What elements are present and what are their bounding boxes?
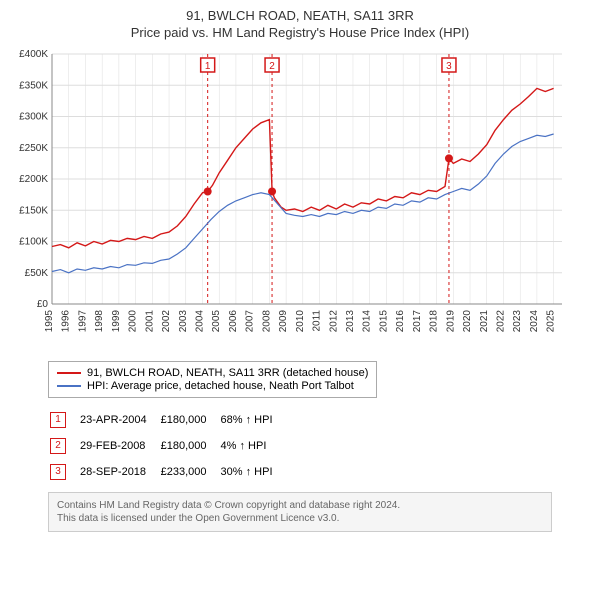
x-tick-label: 2017 bbox=[412, 310, 423, 333]
x-tick-label: 2008 bbox=[261, 310, 272, 333]
y-tick-label: £250K bbox=[19, 143, 48, 154]
y-tick-label: £200K bbox=[19, 174, 48, 185]
event-marker-number: 3 bbox=[446, 61, 452, 72]
x-tick-label: 2023 bbox=[512, 310, 523, 333]
chart-svg: £0 £50K £100K £150K £200K £250K £300K £350K £400… bbox=[8, 48, 568, 348]
x-tick-label: 1995 bbox=[44, 310, 55, 333]
event-price: £233,000 bbox=[161, 460, 219, 484]
y-tick-label: £100K bbox=[19, 237, 48, 248]
event-marker-number: 1 bbox=[205, 61, 211, 72]
x-tick-label: 2022 bbox=[495, 310, 506, 333]
x-tick-label: 1998 bbox=[94, 310, 105, 333]
x-tick-label: 1997 bbox=[77, 310, 88, 333]
x-tick-label: 2025 bbox=[546, 310, 557, 333]
legend-label: 91, BWLCH ROAD, NEATH, SA11 3RR (detache… bbox=[87, 367, 368, 379]
title-line2: Price paid vs. HM Land Registry's House … bbox=[8, 25, 592, 40]
x-tick-label: 2002 bbox=[161, 310, 172, 333]
x-tick-label: 2005 bbox=[211, 310, 222, 333]
x-tick-label: 2020 bbox=[462, 310, 473, 333]
table-row: 2 29-FEB-2008£180,0004% ↑ HPI bbox=[50, 434, 285, 458]
x-tick-label: 2010 bbox=[295, 310, 306, 333]
x-tick-label: 1996 bbox=[61, 310, 72, 333]
x-tick-label: 2003 bbox=[178, 310, 189, 333]
x-tick-label: 2021 bbox=[479, 310, 490, 333]
x-tick-label: 2018 bbox=[429, 310, 440, 333]
legend-row: 91, BWLCH ROAD, NEATH, SA11 3RR (detache… bbox=[57, 367, 368, 379]
y-tick-label: £150K bbox=[19, 205, 48, 216]
event-delta: 30% ↑ HPI bbox=[221, 460, 285, 484]
x-tick-label: 2009 bbox=[278, 310, 289, 333]
event-marker-icon: 2 bbox=[50, 438, 66, 454]
event-marker-number: 2 bbox=[269, 61, 275, 72]
event-marker-icon: 1 bbox=[50, 412, 66, 428]
events-table: 1 23-APR-2004£180,00068% ↑ HPI 2 29-FEB-200… bbox=[48, 406, 287, 486]
title-line1: 91, BWLCH ROAD, NEATH, SA11 3RR bbox=[8, 8, 592, 23]
x-tick-label: 2012 bbox=[328, 310, 339, 333]
event-date: 28-SEP-2018 bbox=[80, 460, 159, 484]
title-block: 91, BWLCH ROAD, NEATH, SA11 3RR Price pa… bbox=[8, 8, 592, 40]
y-tick-label: £400K bbox=[19, 49, 48, 60]
legend-label: HPI: Average price, detached house, Neat… bbox=[87, 380, 354, 392]
event-price: £180,000 bbox=[161, 408, 219, 432]
y-tick-label: £350K bbox=[19, 80, 48, 91]
event-delta: 68% ↑ HPI bbox=[221, 408, 285, 432]
event-date: 23-APR-2004 bbox=[80, 408, 159, 432]
event-date: 29-FEB-2008 bbox=[80, 434, 159, 458]
footer-line2: This data is licensed under the Open Gov… bbox=[57, 512, 543, 525]
x-tick-label: 2014 bbox=[362, 310, 373, 333]
legend-swatch bbox=[57, 372, 81, 374]
x-tick-label: 2019 bbox=[445, 310, 456, 333]
x-tick-label: 2013 bbox=[345, 310, 356, 333]
y-tick-label: £0 bbox=[37, 299, 49, 310]
legend-row: HPI: Average price, detached house, Neat… bbox=[57, 380, 368, 392]
footer-line1: Contains HM Land Registry data © Crown c… bbox=[57, 499, 543, 512]
event-marker-icon: 3 bbox=[50, 464, 66, 480]
y-tick-label: £300K bbox=[19, 112, 48, 123]
footer-box: Contains HM Land Registry data © Crown c… bbox=[48, 492, 552, 532]
x-tick-label: 2024 bbox=[529, 310, 540, 333]
x-tick-label: 2015 bbox=[378, 310, 389, 333]
x-tick-label: 2016 bbox=[395, 310, 406, 333]
x-tick-label: 1999 bbox=[111, 310, 122, 333]
x-tick-label: 2007 bbox=[245, 310, 256, 333]
legend-swatch bbox=[57, 385, 81, 387]
table-row: 1 23-APR-2004£180,00068% ↑ HPI bbox=[50, 408, 285, 432]
event-delta: 4% ↑ HPI bbox=[221, 434, 285, 458]
x-tick-label: 2001 bbox=[144, 310, 155, 333]
x-tick-label: 2004 bbox=[194, 310, 205, 333]
table-row: 3 28-SEP-2018£233,00030% ↑ HPI bbox=[50, 460, 285, 484]
x-tick-label: 2006 bbox=[228, 310, 239, 333]
x-tick-label: 2000 bbox=[128, 310, 139, 333]
y-tick-label: £50K bbox=[25, 268, 49, 279]
legend-box: 91, BWLCH ROAD, NEATH, SA11 3RR (detache… bbox=[48, 361, 377, 398]
chart-container: £0 £50K £100K £150K £200K £250K £300K £350K £400… bbox=[8, 48, 592, 353]
x-tick-label: 2011 bbox=[312, 310, 323, 332]
event-price: £180,000 bbox=[161, 434, 219, 458]
